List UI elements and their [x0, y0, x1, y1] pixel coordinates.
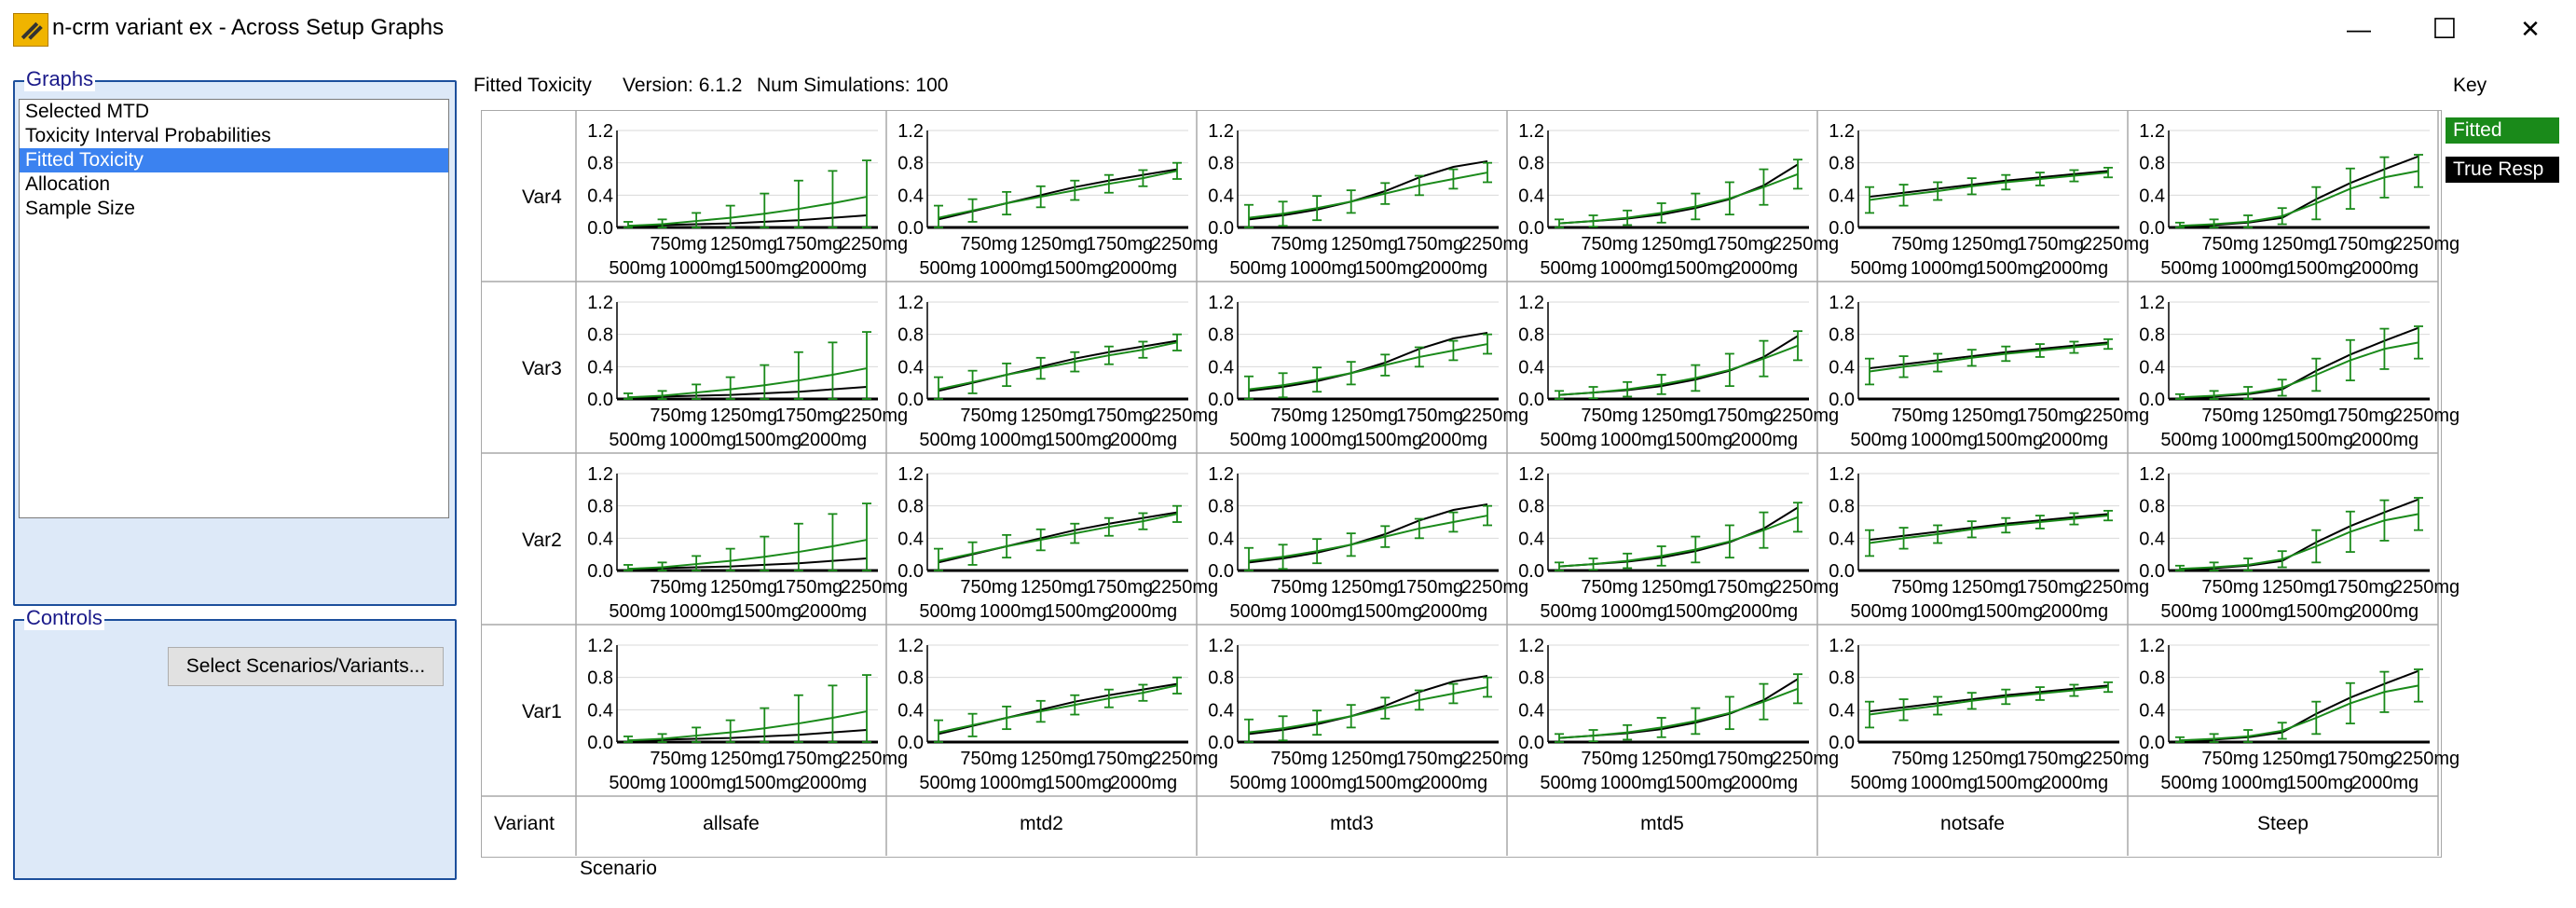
num-simulations-label: Num Simulations: 100	[757, 75, 949, 96]
version-label: Version: 6.1.2	[623, 75, 743, 96]
list-item-selected-mtd[interactable]: Selected MTD	[25, 101, 150, 122]
list-item-allocation[interactable]: Allocation	[25, 173, 111, 195]
minimize-button[interactable]: —	[2347, 14, 2371, 43]
list-item-fitted-toxicity[interactable]: Fitted Toxicity	[20, 148, 448, 172]
graphs-listbox[interactable]: Selected MTD Toxicity Interval Probabili…	[19, 99, 449, 518]
key-true-resp: True Resp	[2446, 157, 2559, 183]
window-title: n-crm variant ex - Across Setup Graphs	[52, 15, 445, 40]
close-button[interactable]: ✕	[2520, 14, 2541, 43]
title-bar: n-crm variant ex - Across Setup Graphs —…	[0, 0, 2576, 58]
maximize-button[interactable]: ☐	[2432, 13, 2458, 45]
graph-title: Fitted Toxicity	[473, 75, 592, 96]
graphs-group-label: Graphs	[24, 67, 96, 91]
scenario-axis-label: Scenario	[580, 858, 657, 879]
key-title: Key	[2453, 75, 2487, 96]
app-logo-icon	[13, 13, 48, 47]
chart-grid-frame	[481, 110, 2442, 858]
list-item-toxicity-interval-probabilities[interactable]: Toxicity Interval Probabilities	[25, 125, 271, 146]
controls-group-label: Controls	[24, 606, 104, 630]
key-fitted: Fitted	[2446, 117, 2559, 144]
select-scenarios-variants-button[interactable]: Select Scenarios/Variants...	[168, 647, 444, 686]
list-item-sample-size[interactable]: Sample Size	[25, 198, 135, 219]
